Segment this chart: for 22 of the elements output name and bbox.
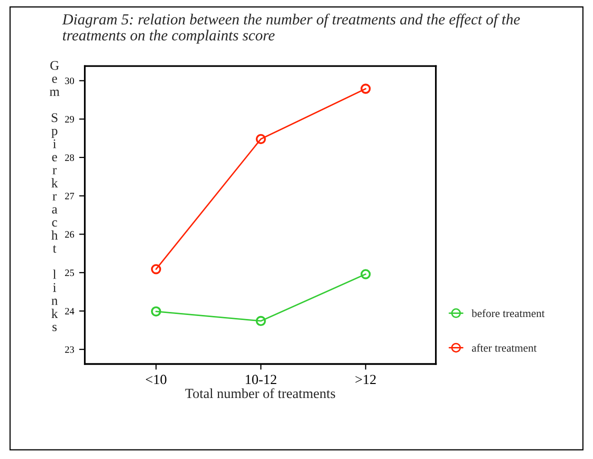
x-tick-label: >12: [355, 374, 376, 384]
y-tick-label: 26: [65, 231, 74, 238]
x-tick-label: <10: [146, 374, 166, 384]
y-tick-label: 30: [65, 78, 74, 84]
point: [150, 264, 162, 274]
point: [360, 269, 371, 280]
x-tick-label: 10-12: [246, 374, 276, 384]
text: Gem Spierkracht links: [50, 61, 60, 332]
y-tick-label: 27: [65, 192, 74, 200]
y-tick-label: 28: [65, 154, 74, 161]
y-tick-label: 25: [65, 270, 74, 276]
x-axis-title: Total number of treatments: [185, 388, 336, 398]
point: [150, 306, 162, 316]
legend-label: after treatment: [472, 344, 537, 352]
y-tick-label: 24: [65, 308, 74, 314]
chart-title: Diagram 5: relation between the number of treatments and the effect of the treatments on the complaints score: [62, 14, 520, 44]
y-tick-label: 23: [65, 346, 74, 353]
point: [256, 134, 266, 144]
legend-label: before treatment: [472, 309, 545, 318]
point: [360, 84, 371, 94]
y-tick-label: 29: [65, 116, 74, 123]
point: [256, 316, 266, 326]
